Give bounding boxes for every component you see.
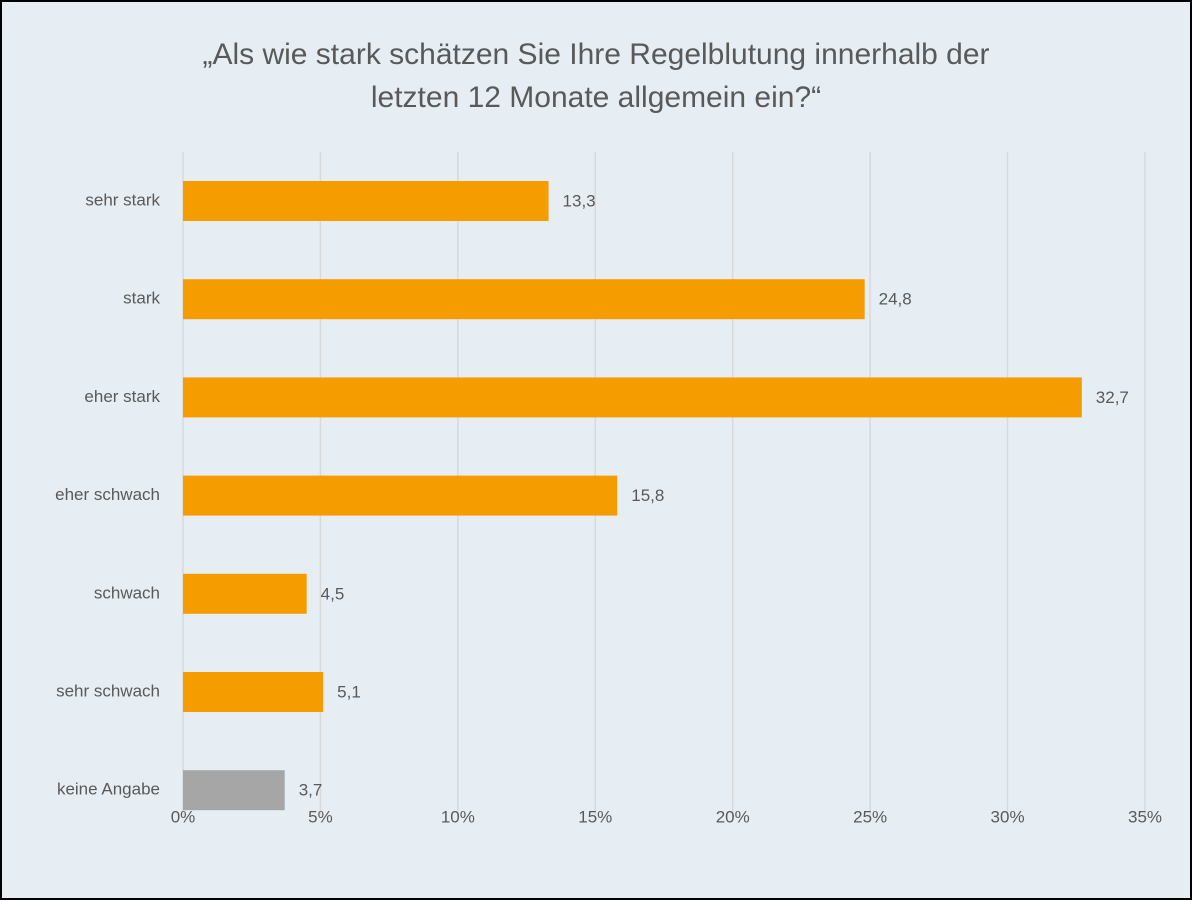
y-tick-label: stark — [123, 289, 160, 308]
y-tick-label: eher stark — [84, 387, 160, 406]
y-tick-label: sehr stark — [85, 190, 160, 209]
x-tick-label: 5% — [308, 807, 333, 826]
bar — [183, 377, 1082, 418]
data-label: 32,7 — [1096, 388, 1129, 407]
chart-title: „Als wie stark schätzen Sie Ihre Regelbl… — [202, 38, 989, 71]
chart-title: letzten 12 Monate allgemein ein?“ — [371, 81, 821, 114]
data-label: 15,8 — [631, 486, 664, 505]
x-tick-label: 35% — [1128, 807, 1162, 826]
data-label: 3,7 — [299, 781, 323, 800]
data-label: 4,5 — [321, 584, 345, 603]
x-tick-label: 20% — [716, 807, 750, 826]
bar — [183, 475, 618, 516]
x-tick-label: 10% — [441, 807, 475, 826]
x-tick-label: 25% — [853, 807, 887, 826]
data-label: 5,1 — [337, 682, 361, 701]
y-tick-label: schwach — [94, 583, 160, 602]
data-label: 24,8 — [879, 290, 912, 309]
y-tick-label: keine Angabe — [57, 780, 160, 799]
x-tick-label: 30% — [991, 807, 1025, 826]
bar — [183, 573, 307, 614]
y-tick-label: sehr schwach — [56, 681, 160, 700]
bar — [183, 279, 865, 320]
bar — [183, 672, 324, 712]
y-tick-label: eher schwach — [55, 485, 160, 504]
bar — [183, 181, 549, 221]
data-label: 13,3 — [563, 191, 596, 210]
x-tick-label: 15% — [578, 807, 612, 826]
bar — [183, 770, 285, 811]
x-tick-label: 0% — [171, 807, 196, 826]
